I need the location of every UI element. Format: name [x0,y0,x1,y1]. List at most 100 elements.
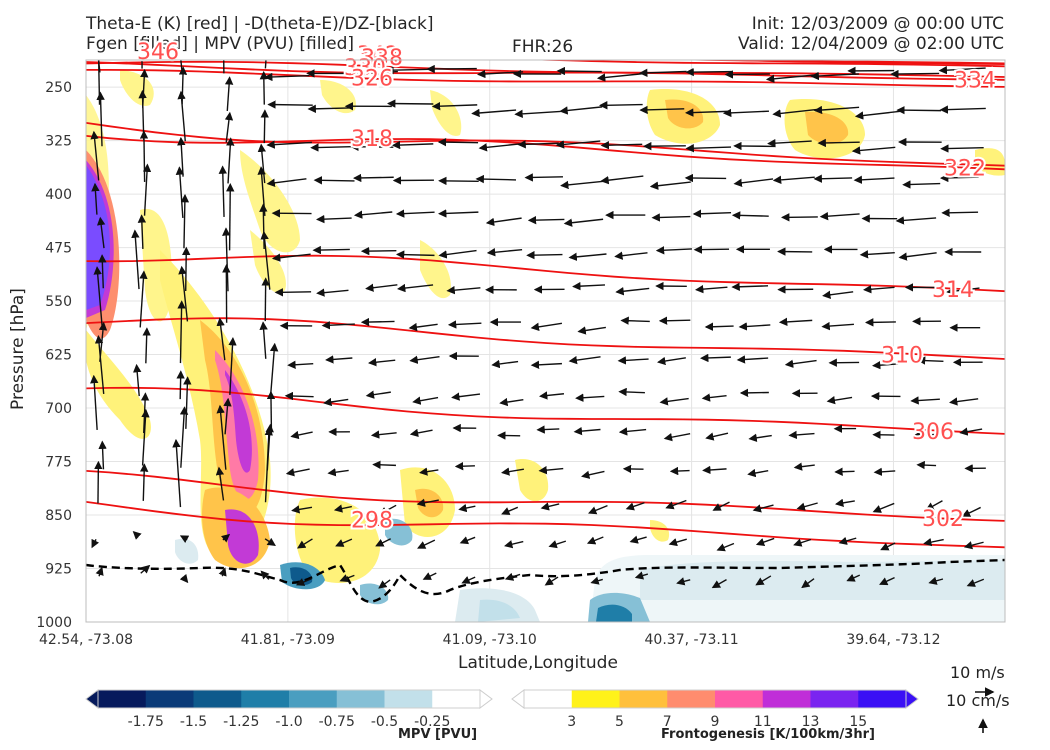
theta-e-label: 302 [922,507,964,532]
wind-arrow [131,229,140,290]
wind-arrow [287,360,314,369]
wind-arrow [524,173,563,182]
wind-arrow [395,209,435,218]
wind-arrow [274,288,312,297]
wind-arrow [961,506,981,517]
wind-arrow [563,218,604,227]
colorbar-tick: -0.5 [371,714,398,730]
wind-arrow [946,286,980,296]
wind-arrow [461,576,476,584]
wind-reference-arrows [975,687,995,733]
wind-arrow [772,175,815,185]
x-tick-label: 39.64, -73.12 [846,632,940,648]
wind-arrow [409,428,433,438]
wind-arrow [765,74,817,83]
colorbar-frame [523,689,907,709]
wind-arrow [939,105,986,114]
wind-arrow [863,285,895,294]
theta-e-line-314 [86,254,1005,293]
colorbar-tick: -1.0 [275,714,302,730]
colorbar-segment [98,690,147,708]
wind-arrow [548,540,567,549]
wind-arrow [226,137,235,184]
wind-arrow [629,535,647,544]
wind-arrow [949,397,979,406]
wind-arrow [872,361,899,370]
y-tick-label: 625 [45,348,72,364]
wind-arrow [772,108,818,118]
wind-arrow [325,355,353,364]
theta-e-contours [86,60,1005,549]
x-tick-label: 40.37, -73.11 [645,632,739,648]
wind-arrow [722,108,769,118]
y-tick-label: 250 [45,80,72,96]
wind-arrow [657,356,686,366]
wind-arrow [902,180,941,189]
wind-arrow [91,182,100,215]
wind-arrow [94,335,105,394]
wind-arrow [778,317,813,327]
wind-arrow [826,396,853,405]
wind-arrow [501,467,524,476]
wind-arrow [813,105,860,115]
theta-e-line-310 [86,317,1005,360]
wind-arrow [898,252,937,261]
colorbar-tick: -1.25 [223,714,259,730]
wind-vectors [90,60,986,589]
colorbar-tick: 13 [802,714,820,730]
wind-arrow [895,216,937,225]
theta-e-label: 306 [912,420,954,445]
wind-arrow [731,282,769,291]
wind-arrow [297,538,313,549]
wind-arrow [959,427,983,436]
wind-arrow [731,211,769,220]
wind-arrow [659,397,689,406]
theta-e-label: 298 [351,509,393,534]
wind-arrow [375,538,391,547]
wind-arrow [560,180,604,190]
wind-arrow [724,70,770,79]
wind-arrow [416,498,439,507]
wind-arrow [223,397,232,435]
wind-arrow [218,567,227,577]
wind-arrow [260,109,269,144]
wind-arrow [141,408,150,466]
colorbar-end-right [479,689,493,709]
wind-arrow [733,141,776,151]
wind-arrow [321,321,355,330]
wind-arrow [517,140,559,149]
colorbar-segment [571,690,620,708]
title-line-2: Fgen [filled] | MPV (PVU) [filled] [86,34,355,54]
wind-arrow [655,246,692,255]
colorbar-segment [715,690,764,708]
wind-arrow [684,173,727,183]
wind-arrow [755,575,772,586]
wind-arrow [266,390,276,435]
wind-reference-horizontal: 10 m/s [950,663,1005,682]
wind-arrow [544,576,559,586]
wind-arrow [504,540,524,549]
wind-arrow [139,463,149,501]
wind-arrow [271,253,311,262]
wind-arrow [96,216,106,249]
wind-arrow [530,322,563,331]
stability-dashed-contour [86,558,1005,604]
wind-arrow [183,376,192,429]
wind-arrow [91,538,100,549]
theta-e-line-298 [86,501,1005,549]
x-axis-title: Latitude,Longitude [458,653,618,673]
wind-arrow [705,432,729,441]
wind-arrow [733,178,774,188]
y-tick-label: 850 [45,508,72,524]
theta-e-label: 314 [932,278,974,303]
wind-arrow [527,215,565,225]
wind-arrow [896,105,942,115]
wind-arrow [259,321,268,359]
theta-e-line-302 [86,470,1005,522]
wind-arrow [220,533,231,543]
wind-arrow [372,460,396,469]
wind-arrow [693,245,730,254]
wind-arrow [614,251,648,260]
wind-arrow [142,163,152,216]
colorbar-end-left [511,689,525,709]
